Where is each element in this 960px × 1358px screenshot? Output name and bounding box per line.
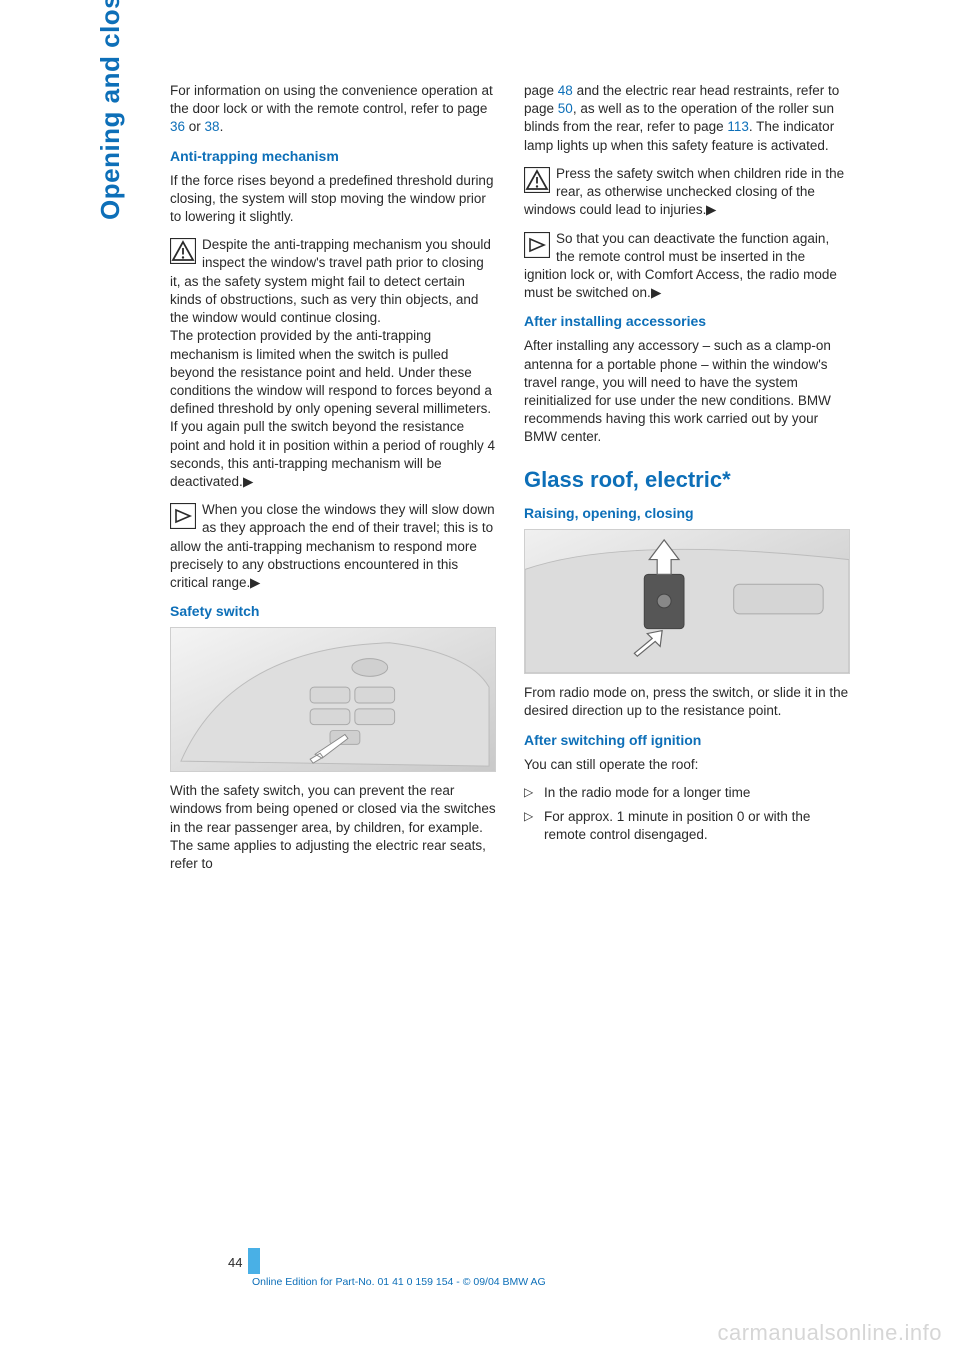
page-ref-38[interactable]: 38 [205, 119, 220, 134]
heading-anti-trapping: Anti-trapping mechanism [170, 147, 496, 166]
warning-icon [170, 238, 196, 264]
accessories-body: After installing any accessory – such as… [524, 337, 850, 446]
info-note-deactivate: So that you can deactivate the function … [524, 230, 850, 303]
warning-icon [524, 167, 550, 193]
page-ref-36[interactable]: 36 [170, 119, 185, 134]
cont-pre: page [524, 83, 558, 98]
info-text: So that you can deactivate the function … [524, 231, 837, 301]
glass-roof-body: From radio mode on, press the switch, or… [524, 684, 850, 720]
warning-note-safety-switch: Press the safety switch when children ri… [524, 165, 850, 220]
end-marker-icon: ◀ [651, 284, 661, 302]
warning-text: Press the safety switch when children ri… [524, 166, 844, 217]
page-number: 44 [228, 1255, 242, 1274]
watermark: carmanualsonline.info [717, 1320, 942, 1346]
column-left: For information on using the convenience… [170, 82, 496, 883]
safety-switch-body: With the safety switch, you can prevent … [170, 782, 496, 873]
manual-page: Opening and closing For information on u… [0, 0, 960, 1358]
content-columns: For information on using the convenience… [170, 82, 850, 883]
list-item: In the radio mode for a longer time [524, 784, 850, 802]
page-number-tab: 44 [228, 1248, 260, 1274]
warning-text: Despite the anti-trapping mechanism you … [170, 237, 495, 489]
anti-trapping-body: If the force rises beyond a predefined t… [170, 172, 496, 227]
warning-note-anti-trap: Despite the anti-trapping mechanism you … [170, 236, 496, 491]
page-number-marker [248, 1248, 260, 1274]
intro-paragraph: For information on using the convenience… [170, 82, 496, 137]
page-ref-113[interactable]: 113 [727, 119, 749, 134]
info-icon [170, 503, 196, 529]
figure-glass-roof [524, 529, 850, 674]
end-marker-icon: ◀ [243, 473, 253, 491]
heading-after-ignition: After switching off ignition [524, 731, 850, 750]
section-tab: Opening and closing [95, 0, 126, 220]
after-ignition-list: In the radio mode for a longer time For … [524, 784, 850, 845]
column-right: page 48 and the electric rear head restr… [524, 82, 850, 883]
intro-mid: or [185, 119, 205, 134]
page-ref-48[interactable]: 48 [558, 83, 573, 98]
heading-accessories: After installing accessories [524, 312, 850, 331]
intro-post: . [220, 119, 224, 134]
list-item: For approx. 1 minute in position 0 or wi… [524, 808, 850, 844]
page-ref-50[interactable]: 50 [558, 101, 573, 116]
end-marker-icon: ◀ [250, 574, 260, 592]
after-ignition-intro: You can still operate the roof: [524, 756, 850, 774]
end-marker-icon: ◀ [706, 201, 716, 219]
heading-raising: Raising, opening, closing [524, 504, 850, 523]
intro-pre: For information on using the convenience… [170, 83, 493, 116]
info-note-window-slow: When you close the windows they will slo… [170, 501, 496, 592]
heading-glass-roof: Glass roof, electric* [524, 465, 850, 495]
continuation-paragraph: page 48 and the electric rear head restr… [524, 82, 850, 155]
info-text: When you close the windows they will slo… [170, 502, 495, 590]
info-icon [524, 232, 550, 258]
figure-safety-switch [170, 627, 496, 772]
heading-safety-switch: Safety switch [170, 602, 496, 621]
footer-text: Online Edition for Part-No. 01 41 0 159 … [252, 1276, 546, 1288]
